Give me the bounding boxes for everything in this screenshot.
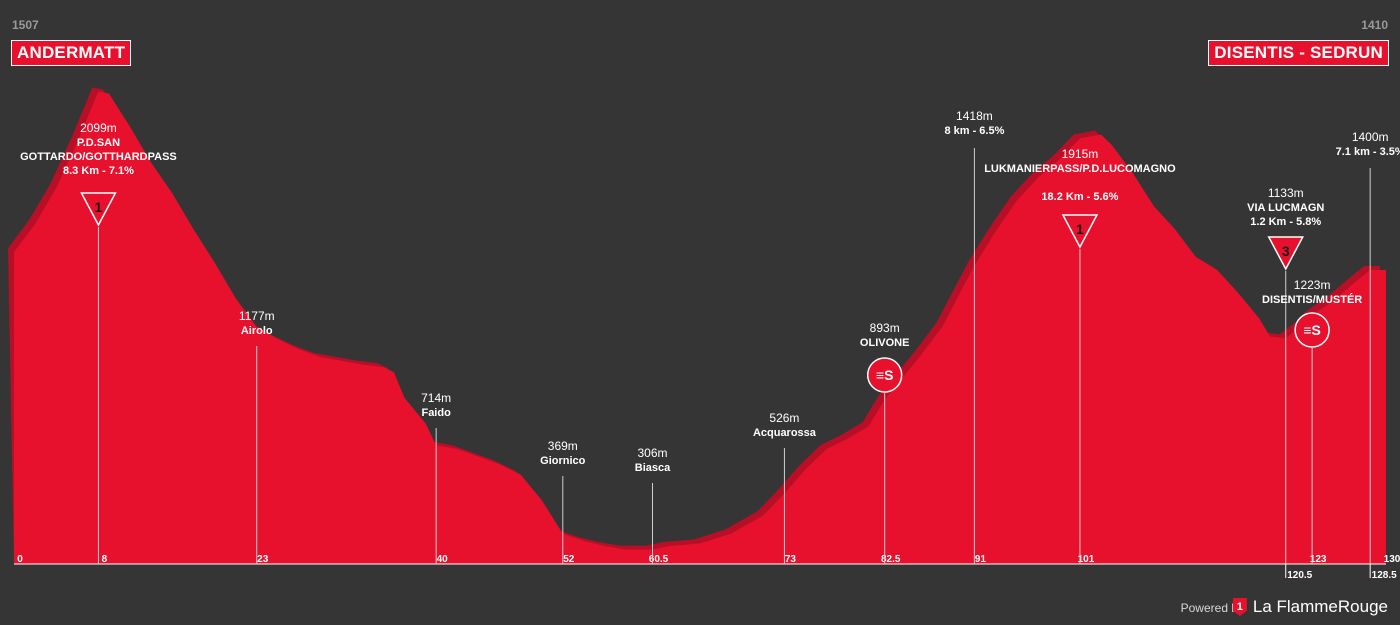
checkpoint-label: 18.2 Km - 5.6%	[1041, 191, 1118, 203]
finish-town-badge: DISENTIS - SEDRUN	[1208, 40, 1389, 66]
start-town-badge: ANDERMATT	[11, 40, 132, 66]
checkpoint-label: 7.1 km - 3.5%	[1336, 146, 1400, 158]
kom-category: 1	[95, 199, 103, 215]
footer-powered-by: Powered by	[1180, 601, 1244, 615]
checkpoint-altitude: 1915m	[1062, 147, 1099, 161]
checkpoint-altitude: 1223m	[1294, 278, 1331, 292]
checkpoint-label: OLIVONE	[860, 337, 910, 349]
x-tick-label: 52	[563, 554, 575, 565]
checkpoint-altitude: 2099m	[80, 121, 117, 135]
finish-elevation: 1410	[1361, 18, 1388, 32]
checkpoint-label: P.D.SAN	[77, 137, 120, 149]
checkpoint-label: 8 km - 6.5%	[944, 125, 1004, 137]
x-tick-label: 101	[1078, 554, 1095, 565]
checkpoint-altitude: 1400m	[1352, 130, 1389, 144]
x-tick-label: 60.5	[649, 554, 669, 565]
checkpoint-label: LUKMANIERPASS/P.D.LUCOMAGNO	[984, 163, 1176, 175]
x-tick-label: 120.5	[1287, 570, 1312, 581]
x-tick-label: 130	[1384, 554, 1400, 565]
checkpoint-label: Giornico	[540, 455, 586, 467]
checkpoint-label: Biasca	[635, 462, 671, 474]
checkpoint-label: Faido	[421, 407, 451, 419]
brand-name: La FlammeRouge	[1252, 597, 1388, 616]
sprint-icon-glyph: ≡S	[1303, 322, 1321, 338]
checkpoint-label: VIA LUCMAGN	[1247, 202, 1324, 214]
checkpoint-label: GOTTARDO/GOTTHARDPASS	[20, 151, 177, 163]
kom-category: 3	[1282, 243, 1290, 259]
x-tick-label: 8	[102, 554, 108, 565]
sprint-icon	[866, 357, 903, 393]
checkpoint-label: 1.2 Km - 5.8%	[1250, 216, 1321, 228]
x-tick-label: 123	[1310, 554, 1327, 565]
checkpoint-altitude: 893m	[870, 321, 900, 335]
sprint-icon	[1294, 312, 1330, 348]
kom-triangle-icon	[80, 192, 117, 227]
checkpoint-altitude: 714m	[421, 391, 451, 405]
x-tick-label: 82.5	[881, 554, 901, 565]
x-tick-label: 0	[17, 554, 23, 565]
footer-brand: 1 La FlammeRouge	[1232, 597, 1388, 617]
x-tick-label: 40	[437, 554, 449, 565]
x-tick-label: 91	[975, 554, 987, 565]
checkpoint-label: DISENTIS/MUSTÉR	[1262, 293, 1362, 306]
kom-category: 1	[1076, 221, 1084, 237]
x-tick-label: 73	[785, 554, 797, 565]
x-tick-label: 23	[257, 554, 269, 565]
checkpoint-label: 8.3 Km - 7.1%	[63, 165, 134, 177]
checkpoint-altitude: 306m	[637, 446, 667, 460]
checkpoint-altitude: 1133m	[1268, 186, 1304, 200]
checkpoint-altitude: 1418m	[956, 109, 993, 123]
checkpoint-altitude: 369m	[548, 439, 578, 453]
checkpoint-label: Acquarossa	[753, 427, 817, 439]
x-tick-label: 128.5	[1372, 570, 1397, 581]
kom-triangle-icon	[1267, 236, 1304, 271]
elevation-profile-area	[14, 91, 1386, 564]
kom-triangle-icon	[1061, 214, 1099, 249]
checkpoint-label: Airolo	[241, 325, 273, 337]
la-flamme-rouge-logo-icon: 1	[1232, 598, 1247, 616]
sprint-icon-glyph: ≡S	[876, 367, 894, 383]
checkpoint-altitude: 1177m	[239, 309, 275, 323]
start-elevation: 1507	[12, 18, 39, 32]
checkpoint-altitude: 526m	[769, 411, 799, 425]
